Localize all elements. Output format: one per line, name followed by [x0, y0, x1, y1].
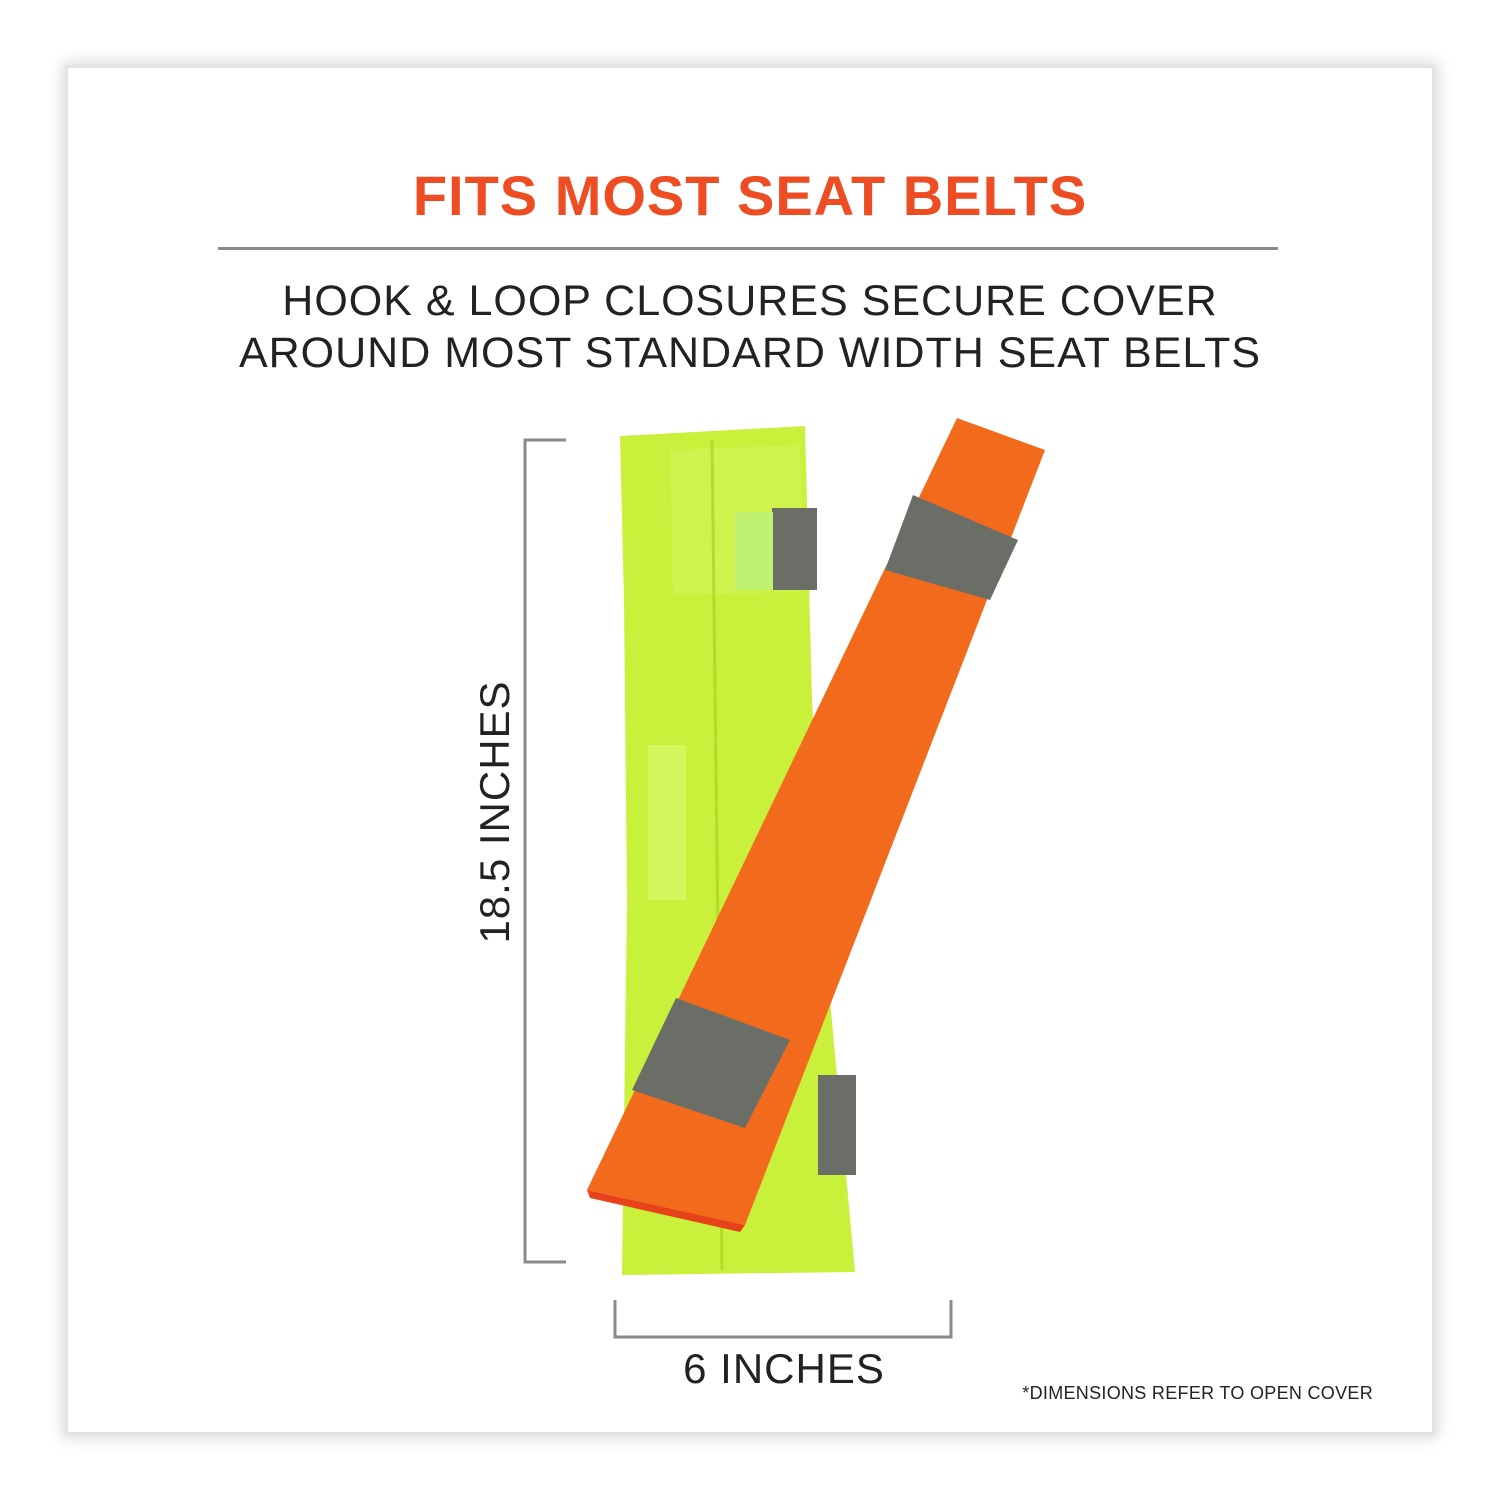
subtitle-line-1: HOOK & LOOP CLOSURES SECURE COVER — [282, 277, 1218, 325]
height-dimension-label: 18.5 INCHES — [471, 680, 518, 944]
subtitle: HOOK & LOOP CLOSURES SECURE COVER AROUND… — [0, 275, 1500, 379]
headline: FITS MOST SEAT BELTS — [412, 164, 1088, 227]
subtitle-line-2: AROUND MOST STANDARD WIDTH SEAT BELTS — [238, 329, 1262, 377]
divider — [218, 247, 1278, 250]
width-dimension-label: 6 INCHES — [683, 1345, 885, 1392]
height-bracket — [523, 438, 566, 1264]
width-bracket — [613, 1300, 953, 1339]
dimensions-footnote: *DIMENSIONS REFER TO OPEN COVER — [1022, 1383, 1373, 1403]
orange-seat-belt-cover — [587, 418, 1045, 1232]
